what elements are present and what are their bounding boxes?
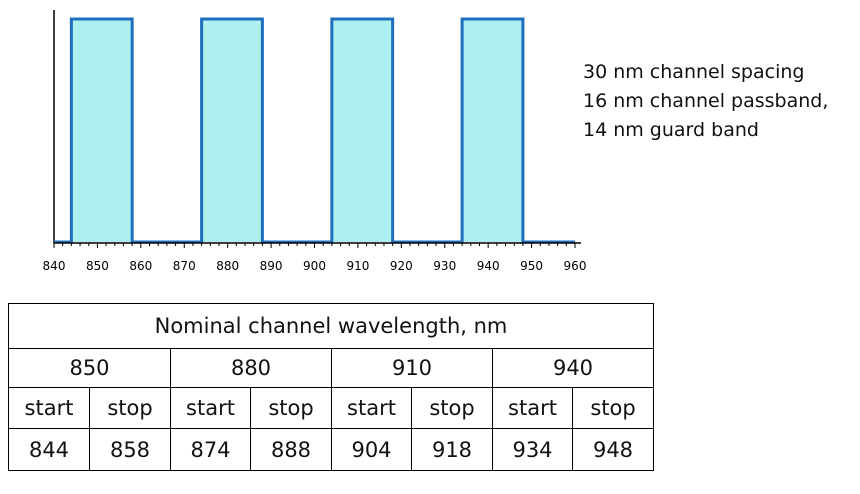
- x-tick-label: 920: [390, 259, 413, 273]
- x-tick-label: 880: [216, 259, 239, 273]
- note-channel-spacing: 30 nm channel spacing: [583, 61, 805, 83]
- start-value: 934: [492, 428, 573, 471]
- x-tick-label: 930: [433, 259, 456, 273]
- channel-passband-3: [331, 19, 393, 242]
- channel-wavelength-table: Nominal channel wavelength, nm 850 880 9…: [8, 303, 654, 471]
- channel-910: 910: [331, 348, 493, 388]
- stop-header: stop: [572, 387, 654, 429]
- stop-value: 948: [572, 428, 654, 471]
- channel-880: 880: [170, 348, 332, 388]
- note-guard-band: 14 nm guard band: [583, 119, 759, 141]
- channel-passband-1: [71, 19, 133, 242]
- start-header: start: [331, 387, 412, 429]
- channel-passband-4: [462, 19, 523, 242]
- channel-notes: 30 nm channel spacing 16 nm channel pass…: [583, 58, 828, 145]
- start-header: start: [492, 387, 573, 429]
- x-tick-label: 860: [129, 259, 152, 273]
- note-channel-passband: 16 nm channel passband,: [583, 90, 829, 112]
- x-tick-label: 910: [346, 259, 369, 273]
- start-value: 904: [331, 428, 412, 471]
- wavelength-chart: 840 850 860 870 880 890 900 910 920 930 940 950 960: [43, 10, 587, 273]
- x-tick-label: 890: [260, 259, 283, 273]
- x-tick-label: 960: [564, 259, 587, 273]
- stop-header: stop: [250, 387, 332, 429]
- stop-value: 888: [250, 428, 332, 471]
- x-tick-label: 870: [173, 259, 196, 273]
- x-tick-label: 950: [520, 259, 543, 273]
- channel-passband-2: [201, 19, 263, 242]
- stop-value: 858: [89, 428, 171, 471]
- table-title: Nominal channel wavelength, nm: [8, 303, 654, 349]
- stop-header: stop: [89, 387, 171, 429]
- x-tick-label: 840: [43, 259, 66, 273]
- x-tick-label: 900: [303, 259, 326, 273]
- start-header: start: [8, 387, 90, 429]
- x-tick-label: 850: [86, 259, 109, 273]
- start-value: 844: [8, 428, 90, 471]
- channel-850: 850: [8, 348, 171, 388]
- stop-header: stop: [411, 387, 493, 429]
- channel-940: 940: [492, 348, 654, 388]
- stop-value: 918: [411, 428, 493, 471]
- start-value: 874: [170, 428, 251, 471]
- start-header: start: [170, 387, 251, 429]
- passband-trace: [54, 17, 575, 244]
- x-tick-label: 940: [477, 259, 500, 273]
